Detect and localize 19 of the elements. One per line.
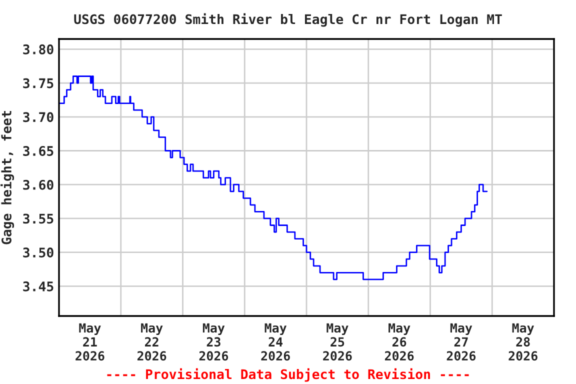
y-tick-label: 3.55 <box>23 214 54 224</box>
chart-title: USGS 06077200 Smith River bl Eagle Cr nr Fort Logan MT <box>74 13 502 27</box>
x-tick-label: May 23 2026 <box>199 323 228 361</box>
x-tick-label: May 22 2026 <box>137 323 166 361</box>
x-tick-label: May 24 2026 <box>261 323 290 361</box>
x-tick-label: May 21 2026 <box>76 323 104 361</box>
y-tick-label: 3.70 <box>23 112 54 122</box>
y-tick-label: 3.80 <box>23 44 54 54</box>
x-tick-label: May 27 2026 <box>446 323 476 361</box>
y-axis-title: Gage height, feet <box>0 111 14 244</box>
text: ---- Provisional Data Subject to Revision ---- <box>107 368 469 382</box>
x-tick-label: May 26 2026 <box>384 323 414 361</box>
x-tick-label: May 28 2026 <box>508 323 538 361</box>
y-tick-label: 3.75 <box>23 78 54 88</box>
y-tick-label: 3.65 <box>23 146 54 156</box>
x-tick-label: May 25 2026 <box>323 323 352 361</box>
y-tick-label: 3.60 <box>23 180 54 190</box>
y-tick-label: 3.45 <box>23 281 54 292</box>
y-tick-label: 3.50 <box>23 248 54 258</box>
